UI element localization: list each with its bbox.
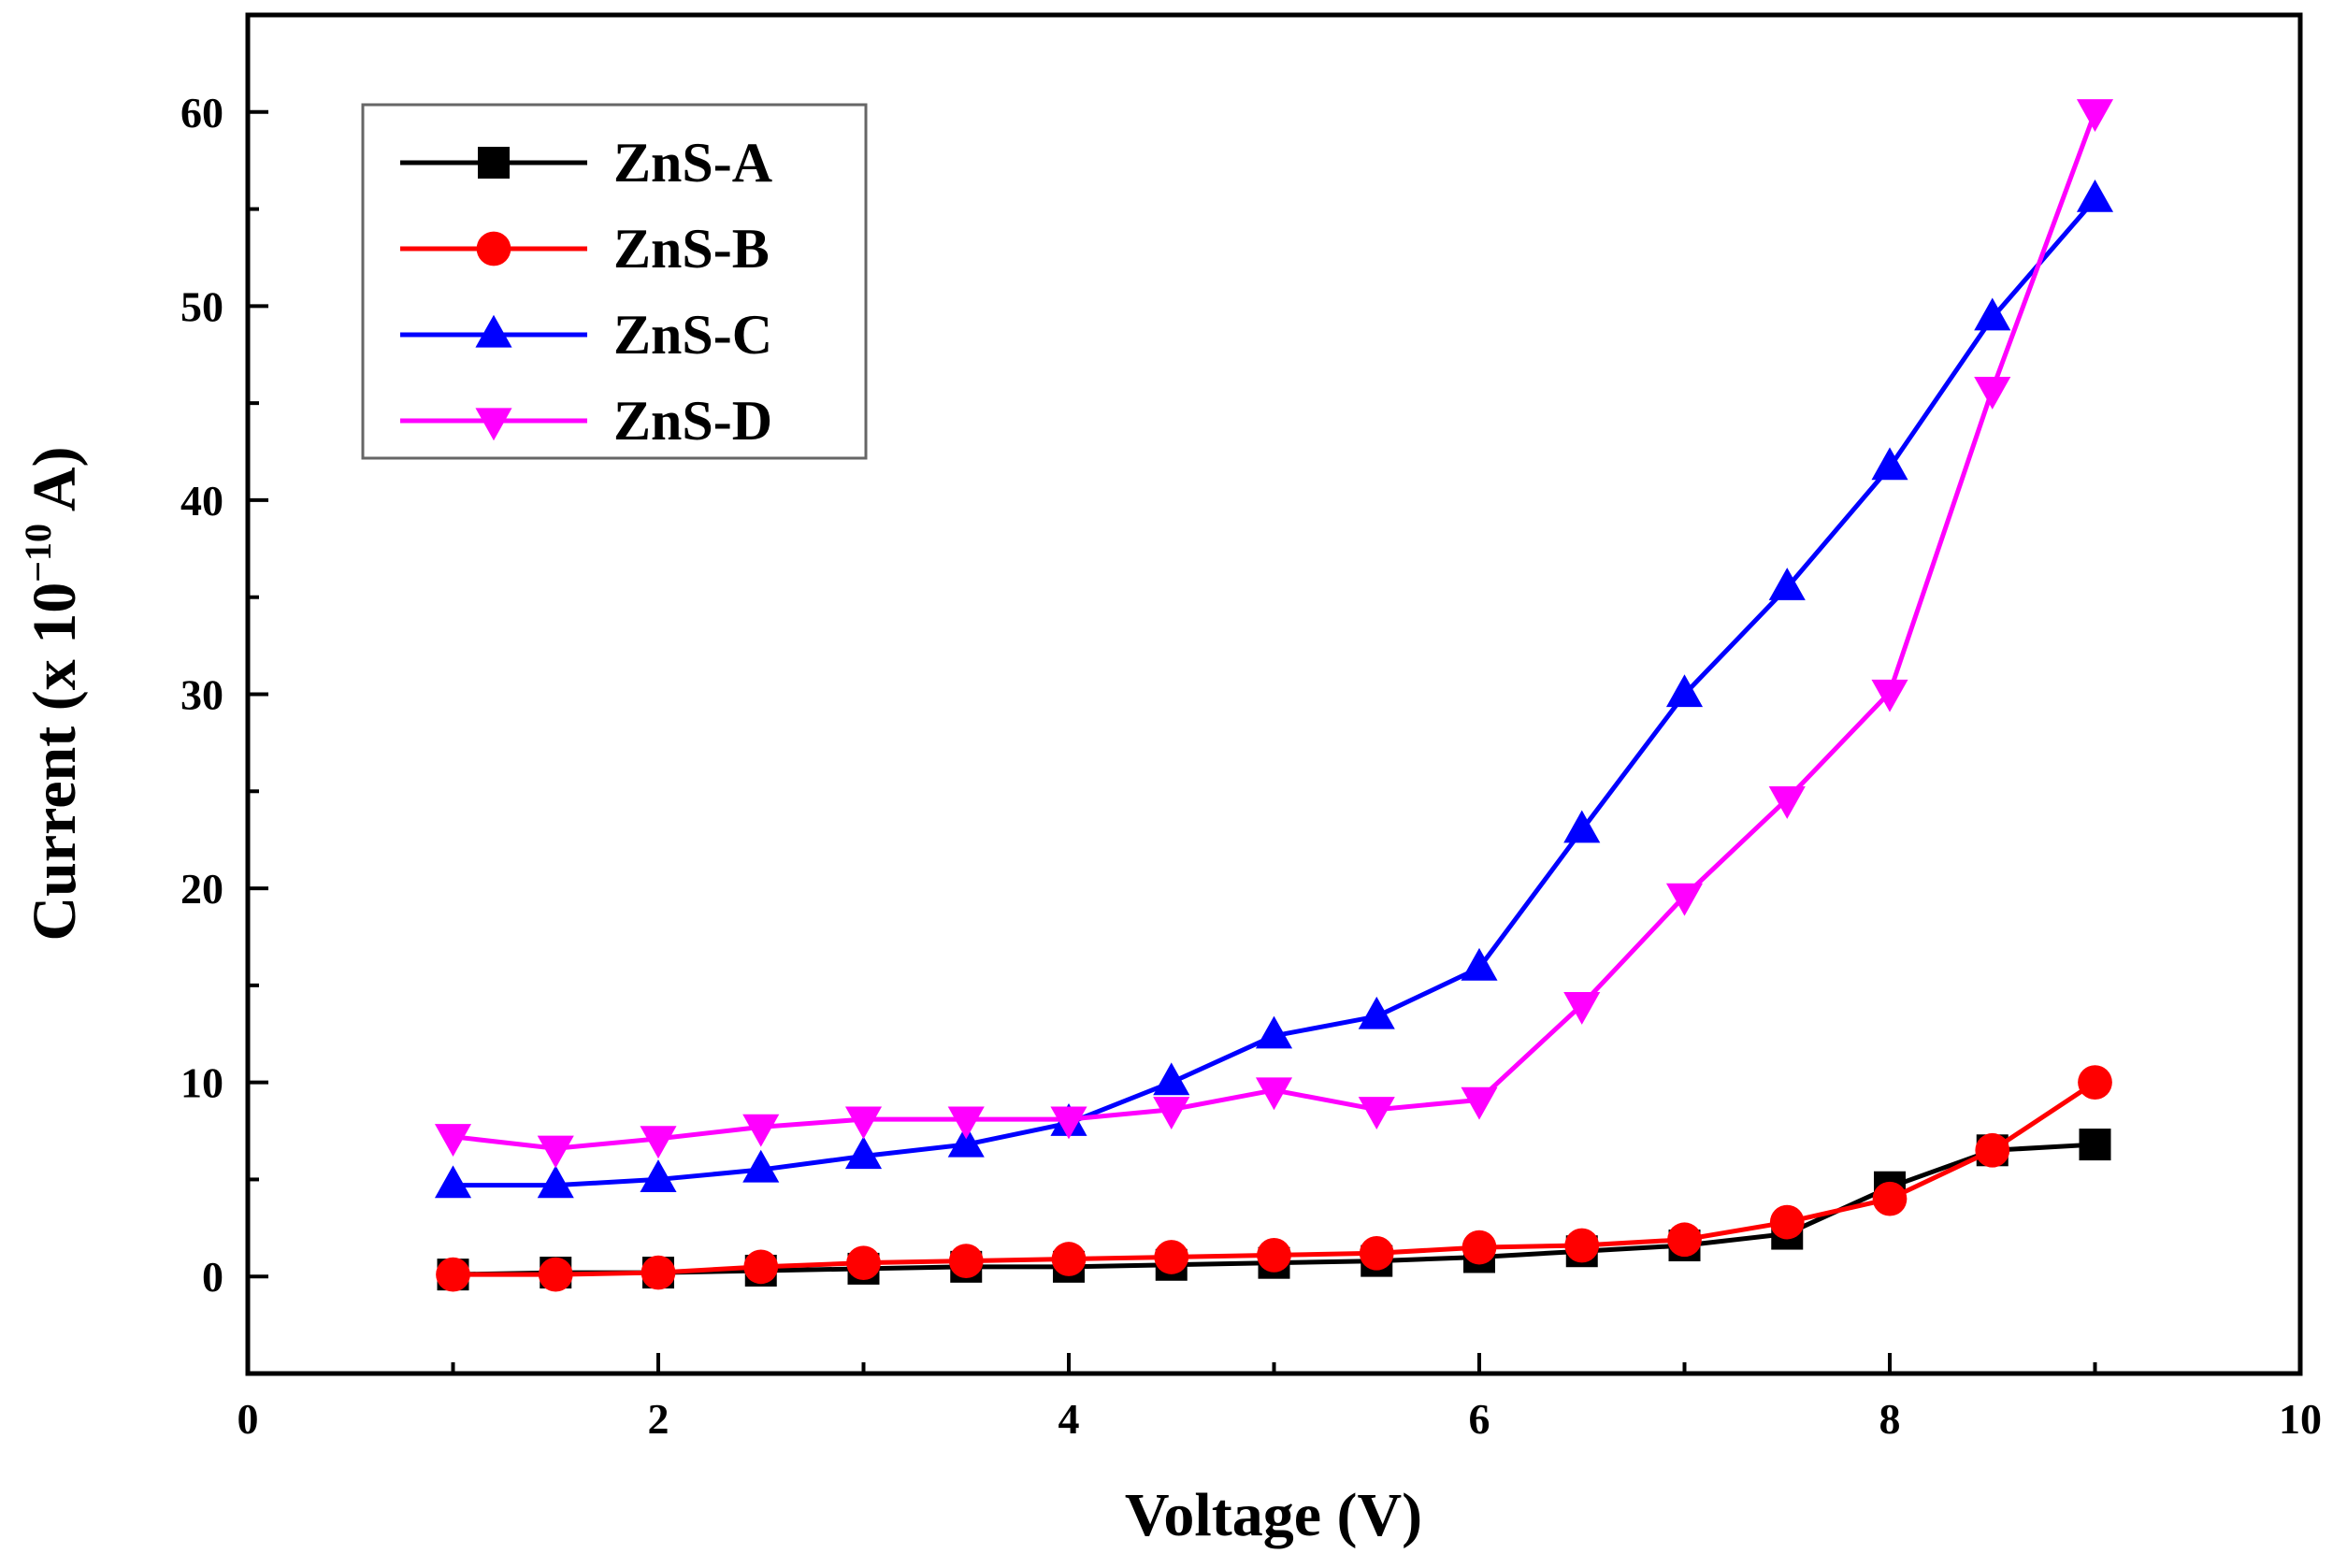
data-point-zns-b [1461, 1230, 1497, 1265]
legend-label-zns-d: ZnS-D [613, 390, 772, 452]
data-point-zns-d [1255, 1077, 1293, 1111]
y-axis-title-prefix: Current (x 10 [21, 583, 89, 942]
y-tick-label: 40 [180, 477, 223, 525]
data-point-zns-d [1153, 1097, 1190, 1129]
data-point-zns-d [1050, 1106, 1087, 1140]
legend-label-zns-a: ZnS-A [613, 132, 772, 194]
x-tick-label: 8 [1879, 1395, 1901, 1443]
data-point-zns-b [1975, 1132, 2010, 1168]
y-tick-label: 60 [180, 89, 223, 137]
data-point-zns-c [1461, 947, 1498, 981]
x-tick-label: 0 [238, 1395, 259, 1443]
data-point-zns-c [1255, 1015, 1293, 1049]
data-point-zns-d [1768, 785, 1806, 819]
data-point-zns-b [1359, 1235, 1394, 1271]
legend-marker-zns-b [476, 231, 511, 266]
legend-label-zns-c: ZnS-C [613, 304, 772, 366]
data-point-zns-d [640, 1126, 677, 1159]
data-point-zns-b [2078, 1065, 2112, 1100]
legend: ZnS-A ZnS-B ZnS-C ZnS-D [361, 103, 868, 460]
data-point-zns-a [2079, 1129, 2111, 1161]
data-point-zns-c [640, 1159, 677, 1193]
y-tick-label: 30 [180, 671, 223, 719]
data-point-zns-b [538, 1257, 573, 1292]
data-point-zns-c [742, 1149, 780, 1183]
y-tick-label: 20 [180, 865, 223, 913]
data-point-zns-b [1872, 1181, 1908, 1216]
data-point-zns-b [1667, 1222, 1702, 1258]
legend-label-zns-b: ZnS-B [613, 218, 770, 280]
y-tick-label: 10 [180, 1059, 223, 1107]
legend-marker-zns-a [478, 147, 510, 179]
data-point-zns-c [434, 1165, 472, 1199]
data-point-zns-c [2076, 179, 2114, 212]
data-point-zns-b [1257, 1238, 1291, 1273]
x-tick-label: 10 [2279, 1395, 2322, 1443]
x-tick-label: 2 [648, 1395, 670, 1443]
data-point-zns-d [947, 1106, 985, 1140]
data-point-zns-d [1358, 1097, 1395, 1129]
legend-item-zns-a: ZnS-A [400, 132, 772, 194]
data-point-zns-d [1974, 377, 2011, 410]
y-axis-title: Current (x 10−10 A) [17, 446, 89, 941]
data-point-zns-d [1563, 992, 1601, 1025]
data-point-zns-b [1154, 1240, 1189, 1274]
legend-item-zns-d: ZnS-D [400, 390, 772, 452]
data-point-zns-c [537, 1165, 574, 1199]
data-point-zns-d [844, 1106, 883, 1140]
data-point-zns-b [641, 1255, 676, 1290]
data-point-zns-d [1461, 1086, 1498, 1120]
y-tick-label: 50 [180, 282, 223, 330]
data-point-zns-c [1358, 996, 1395, 1029]
data-point-zns-b [948, 1244, 984, 1278]
data-point-zns-d [434, 1124, 472, 1158]
axis-layer: 0 2 4 6 8 10 0 10 20 30 40 50 60 [180, 13, 2322, 1443]
data-point-zns-d [2076, 99, 2114, 133]
x-axis-title: Voltage (V) [1125, 1481, 1422, 1549]
y-tick-label: 0 [202, 1253, 223, 1301]
legend-marker-zns-c [475, 314, 512, 348]
y-axis-title-suffix: A) [21, 446, 89, 524]
y-axis-title-exponent: −10 [17, 524, 59, 583]
legend-item-zns-b: ZnS-B [400, 218, 770, 280]
x-tick-label: 4 [1058, 1395, 1080, 1443]
data-point-zns-d [537, 1135, 574, 1169]
data-point-zns-b [436, 1257, 470, 1292]
data-point-zns-c [844, 1136, 883, 1170]
series-zns-b [436, 1065, 2112, 1292]
legend-item-zns-c: ZnS-C [400, 304, 772, 366]
data-point-zns-b [1564, 1228, 1600, 1263]
data-point-zns-d [1871, 679, 1908, 712]
data-point-zns-c [1563, 810, 1601, 843]
data-point-zns-b [846, 1245, 881, 1281]
series-zns-d [434, 99, 2114, 1169]
data-point-zns-b [743, 1249, 779, 1285]
data-point-zns-d [1665, 883, 1704, 916]
data-point-zns-c [1153, 1062, 1190, 1096]
data-point-zns-d [742, 1114, 780, 1147]
data-point-zns-c [1974, 297, 2011, 331]
data-point-zns-c [1768, 568, 1806, 600]
series-layer [434, 99, 2114, 1292]
data-point-zns-b [1051, 1242, 1087, 1276]
legend-marker-zns-d [475, 408, 512, 441]
data-point-zns-b [1769, 1204, 1805, 1240]
x-tick-label: 6 [1469, 1395, 1490, 1443]
data-point-zns-c [947, 1124, 985, 1158]
series-zns-c [434, 179, 2114, 1199]
data-point-zns-c [1665, 674, 1704, 708]
data-point-zns-c [1871, 447, 1908, 481]
